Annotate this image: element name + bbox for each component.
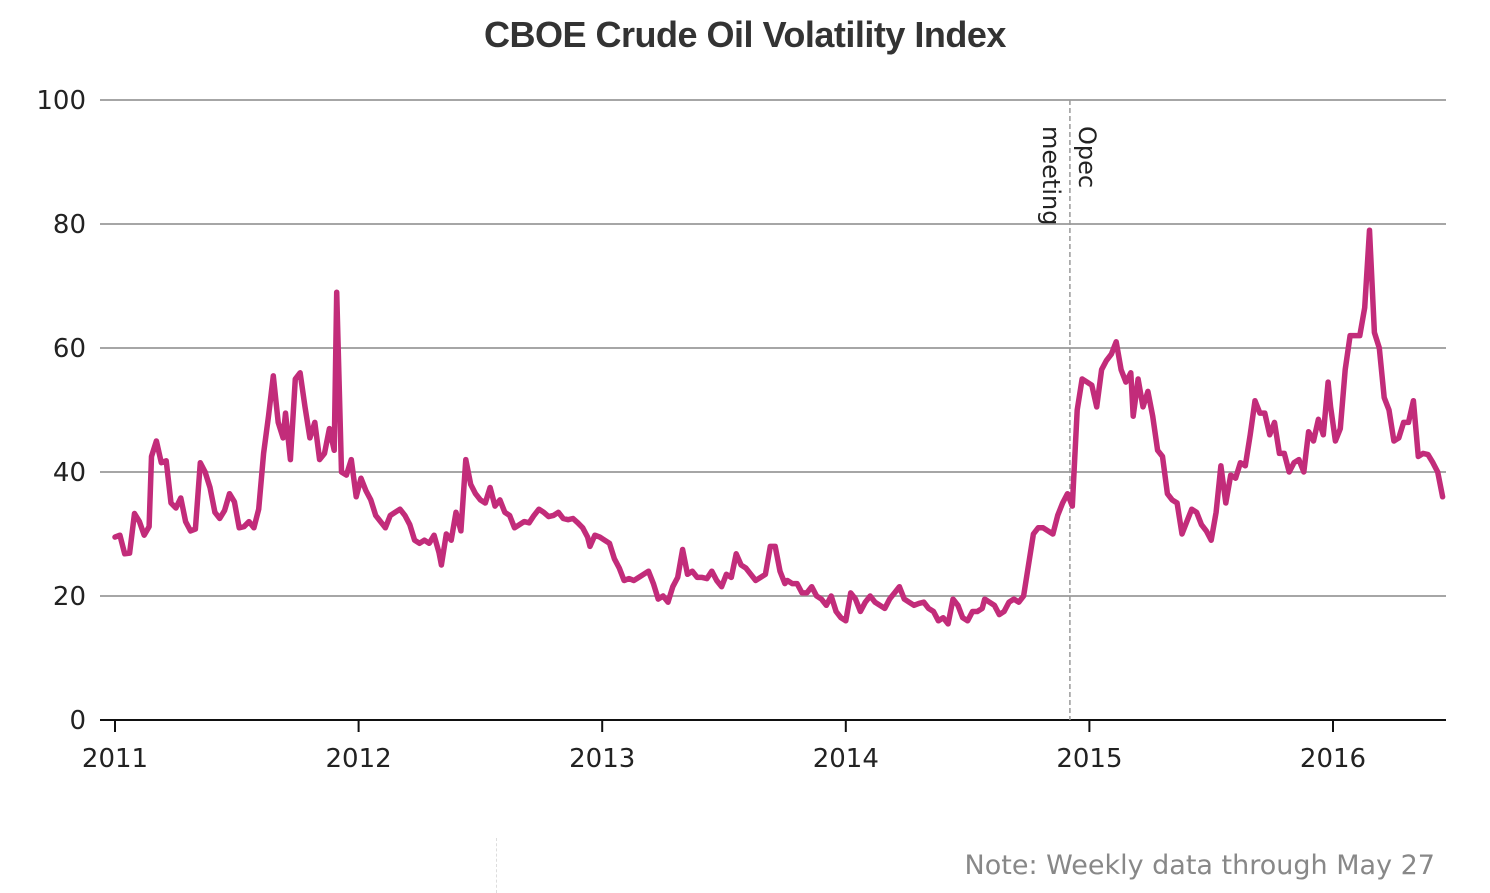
annotation-label-line1: Opec <box>1073 126 1101 188</box>
x-tick-label: 2014 <box>813 744 879 774</box>
x-tick-label: 2016 <box>1300 744 1366 774</box>
x-tick-label: 2012 <box>326 744 392 774</box>
x-tick-label: 2015 <box>1056 744 1122 774</box>
x-tick-label: 2011 <box>82 744 148 774</box>
annotation-label-line2: meeting <box>1037 126 1065 225</box>
x-tick-label: 2013 <box>569 744 635 774</box>
gridlines <box>100 99 1446 597</box>
y-tick-label: 40 <box>53 458 86 488</box>
x-axis: 2011 2012 2013 2014 2015 2016 <box>82 719 1446 774</box>
y-tick-label: 100 <box>36 86 86 116</box>
series-layer <box>112 227 1446 627</box>
chart-note: Note: Weekly data through May 27 <box>964 850 1435 881</box>
y-tick-label: 20 <box>53 582 86 612</box>
y-axis-ticks: 0 20 40 60 80 100 <box>36 86 86 736</box>
y-tick-label: 80 <box>53 210 86 240</box>
footer-divider <box>496 838 497 893</box>
series-line <box>112 227 1446 627</box>
y-tick-label: 60 <box>53 334 86 364</box>
chart-title: CBOE Crude Oil Volatility Index <box>484 14 1006 55</box>
y-tick-label: 0 <box>69 706 86 736</box>
annotations: Opec meeting <box>1037 100 1101 720</box>
